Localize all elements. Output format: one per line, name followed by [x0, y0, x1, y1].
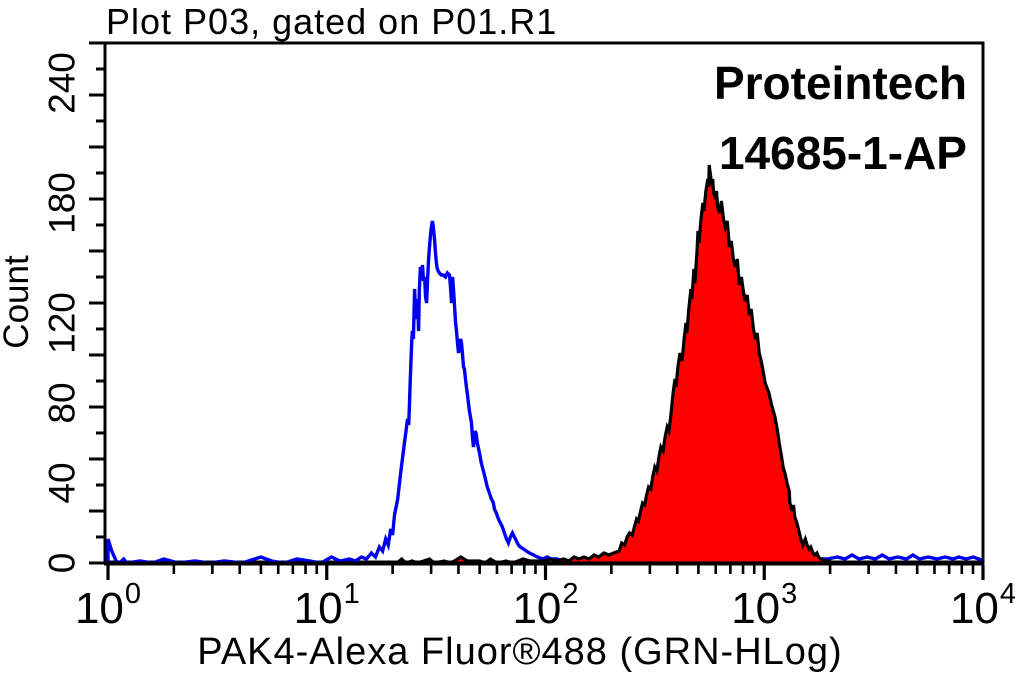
plot-title: Plot P03, gated on P01.R1 — [106, 1, 558, 42]
y-tick-label: 240 — [42, 52, 83, 114]
x-tick-label: 104 — [950, 578, 1015, 633]
annotation-catalog-number: 14685-1-AP — [718, 127, 967, 179]
stained-histogram-curve — [392, 164, 835, 565]
y-tick-label: 180 — [42, 172, 83, 234]
annotation-brand: Proteintech — [713, 57, 967, 109]
y-tick-label: 80 — [42, 382, 83, 423]
x-axis-label: PAK4-Alexa Fluor®488 (GRN-HLog) — [197, 631, 843, 673]
y-tick-label: 120 — [42, 292, 83, 354]
y-tick-label: 0 — [42, 553, 83, 574]
x-tick-label: 100 — [75, 578, 141, 633]
x-tick-label: 103 — [731, 578, 797, 633]
plot-frame — [103, 41, 985, 565]
annotation-block: Proteintech 14685-1-AP — [714, 48, 967, 188]
x-tick-label: 101 — [294, 578, 360, 633]
control-histogram-curve — [106, 220, 984, 566]
y-tick-label: 40 — [42, 462, 83, 503]
x-tick-label: 102 — [512, 578, 578, 633]
